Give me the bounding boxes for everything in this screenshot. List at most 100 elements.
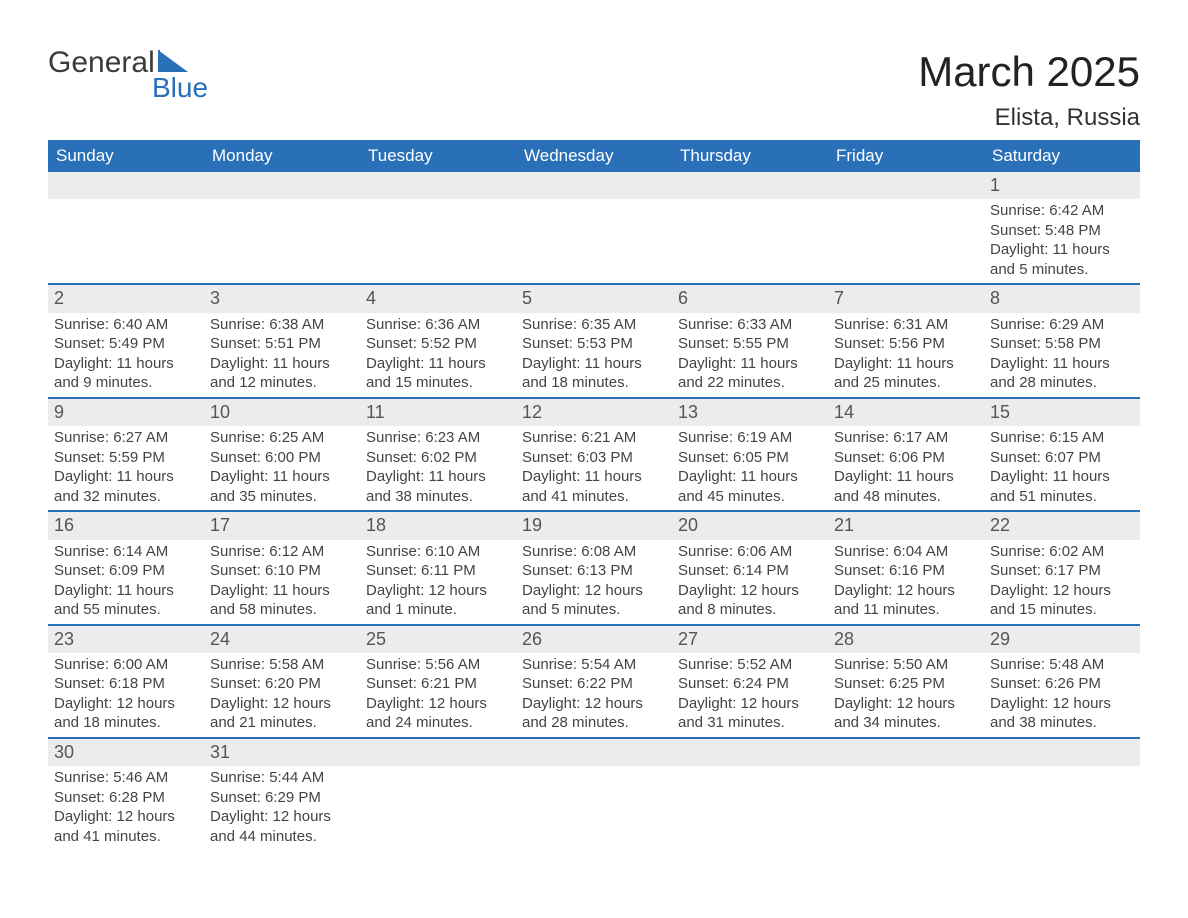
logo: General Blue [48,48,208,102]
sunrise-text: Sunrise: 6:25 AM [210,428,354,448]
day-cell-info: Sunrise: 6:10 AMSunset: 6:11 PMDaylight:… [360,540,516,625]
day-info: Sunrise: 5:58 AMSunset: 6:20 PMDaylight:… [204,653,360,737]
sunset-text: Sunset: 5:52 PM [366,334,510,354]
day-cell-info: Sunrise: 6:15 AMSunset: 6:07 PMDaylight:… [984,426,1140,511]
day-cell-number: 19 [516,512,672,539]
sunset-text: Sunset: 6:17 PM [990,561,1134,581]
day-info: Sunrise: 5:46 AMSunset: 6:28 PMDaylight:… [48,766,204,850]
sunset-text: Sunset: 6:02 PM [366,448,510,468]
weekday-header: Saturday [984,140,1140,172]
daylight-text: Daylight: 11 hours and 51 minutes. [990,467,1134,506]
day-cell-info [48,199,204,284]
sunset-text: Sunset: 6:09 PM [54,561,198,581]
day-cell-number: 9 [48,399,204,426]
day-cell-info: Sunrise: 6:19 AMSunset: 6:05 PMDaylight:… [672,426,828,511]
sunset-text: Sunset: 6:11 PM [366,561,510,581]
day-cell-info [360,766,516,850]
day-number: 23 [48,626,204,653]
logo-text-bottom: Blue [152,74,208,102]
day-info: Sunrise: 6:21 AMSunset: 6:03 PMDaylight:… [516,426,672,510]
day-number: 6 [672,285,828,312]
day-number: 22 [984,512,1140,539]
sunrise-text: Sunrise: 6:12 AM [210,542,354,562]
daylight-text: Daylight: 11 hours and 35 minutes. [210,467,354,506]
sunrise-text: Sunrise: 6:15 AM [990,428,1134,448]
sunrise-text: Sunrise: 5:56 AM [366,655,510,675]
day-cell-info: Sunrise: 6:02 AMSunset: 6:17 PMDaylight:… [984,540,1140,625]
daynum-row: 1 [48,172,1140,199]
sunset-text: Sunset: 6:22 PM [522,674,666,694]
weekday-header: Friday [828,140,984,172]
daylight-text: Daylight: 11 hours and 22 minutes. [678,354,822,393]
day-info: Sunrise: 6:02 AMSunset: 6:17 PMDaylight:… [984,540,1140,624]
daylight-text: Daylight: 11 hours and 15 minutes. [366,354,510,393]
sunrise-text: Sunrise: 6:10 AM [366,542,510,562]
sunrise-text: Sunrise: 6:31 AM [834,315,978,335]
sunset-text: Sunset: 6:29 PM [210,788,354,808]
daylight-text: Daylight: 11 hours and 9 minutes. [54,354,198,393]
day-info: Sunrise: 6:10 AMSunset: 6:11 PMDaylight:… [360,540,516,624]
sunrise-text: Sunrise: 5:54 AM [522,655,666,675]
daylight-text: Daylight: 12 hours and 24 minutes. [366,694,510,733]
day-cell-info [516,199,672,284]
day-cell-number [360,739,516,766]
daynum-row: 3031 [48,739,1140,766]
day-number: 9 [48,399,204,426]
daylight-text: Daylight: 12 hours and 5 minutes. [522,581,666,620]
day-number: 28 [828,626,984,653]
day-number: 30 [48,739,204,766]
sunset-text: Sunset: 6:20 PM [210,674,354,694]
day-cell-number: 24 [204,626,360,653]
day-info-row: Sunrise: 6:27 AMSunset: 5:59 PMDaylight:… [48,426,1140,511]
day-info-row: Sunrise: 6:14 AMSunset: 6:09 PM Daylight:… [48,540,1140,625]
day-info: Sunrise: 6:19 AMSunset: 6:05 PMDaylight:… [672,426,828,510]
day-info: Sunrise: 6:12 AMSunset: 6:10 PMDaylight:… [204,540,360,624]
sunset-text: Sunset: 6:25 PM [834,674,978,694]
sunrise-text: Sunrise: 6:23 AM [366,428,510,448]
daylight-text: Daylight: 12 hours and 34 minutes. [834,694,978,733]
daylight-text: Daylight: 12 hours and 18 minutes. [54,694,198,733]
day-info: Sunrise: 6:36 AMSunset: 5:52 PMDaylight:… [360,313,516,397]
day-cell-number: 30 [48,739,204,766]
sunset-text: Sunset: 6:21 PM [366,674,510,694]
sunset-text: Sunset: 6:05 PM [678,448,822,468]
day-info: Sunrise: 6:17 AMSunset: 6:06 PMDaylight:… [828,426,984,510]
day-number: 19 [516,512,672,539]
sunrise-text: Sunrise: 6:27 AM [54,428,198,448]
day-info: Sunrise: 6:14 AMSunset: 6:09 PMDaylight:… [48,540,204,624]
day-info: Sunrise: 6:31 AMSunset: 5:56 PMDaylight:… [828,313,984,397]
day-info: Sunrise: 6:33 AMSunset: 5:55 PMDaylight:… [672,313,828,397]
day-info: Sunrise: 6:42 AMSunset: 5:48 PMDaylight:… [984,199,1140,283]
day-cell-info: Sunrise: 6:04 AMSunset: 6:16 PMDaylight:… [828,540,984,625]
day-number: 26 [516,626,672,653]
day-number: 1 [984,172,1140,199]
day-cell-info: Sunrise: 5:54 AMSunset: 6:22 PMDaylight:… [516,653,672,738]
daylight-text: Daylight: 11 hours and 5 minutes. [990,240,1134,279]
day-cell-info: Sunrise: 5:44 AMSunset: 6:29 PMDaylight:… [204,766,360,850]
day-cell-info: Sunrise: 6:23 AMSunset: 6:02 PMDaylight:… [360,426,516,511]
sunset-text: Sunset: 6:13 PM [522,561,666,581]
day-cell-number [516,739,672,766]
day-cell-number: 26 [516,626,672,653]
sunrise-text: Sunrise: 6:19 AM [678,428,822,448]
sunrise-text: Sunrise: 6:40 AM [54,315,198,335]
day-cell-info: Sunrise: 6:33 AMSunset: 5:55 PMDaylight:… [672,313,828,398]
sunset-text: Sunset: 5:48 PM [990,221,1134,241]
day-info: Sunrise: 5:56 AMSunset: 6:21 PMDaylight:… [360,653,516,737]
day-number: 8 [984,285,1140,312]
sunrise-text: Sunrise: 6:14 AM [54,542,198,562]
daynum-row: 23242526272829 [48,626,1140,653]
day-info: Sunrise: 6:04 AMSunset: 6:16 PMDaylight:… [828,540,984,624]
day-cell-info: Sunrise: 6:08 AMSunset: 6:13 PMDaylight:… [516,540,672,625]
day-cell-info: Sunrise: 6:31 AMSunset: 5:56 PMDaylight:… [828,313,984,398]
day-cell-info: Sunrise: 6:36 AMSunset: 5:52 PMDaylight:… [360,313,516,398]
day-cell-number: 17 [204,512,360,539]
calendar-table: SundayMondayTuesdayWednesdayThursdayFrid… [48,140,1140,850]
day-cell-number [828,739,984,766]
day-number: 25 [360,626,516,653]
sunset-text: Sunset: 6:00 PM [210,448,354,468]
daylight-text: Daylight: 11 hours and 32 minutes. [54,467,198,506]
day-number: 14 [828,399,984,426]
sunset-text: Sunset: 6:06 PM [834,448,978,468]
sunset-text: Sunset: 6:14 PM [678,561,822,581]
